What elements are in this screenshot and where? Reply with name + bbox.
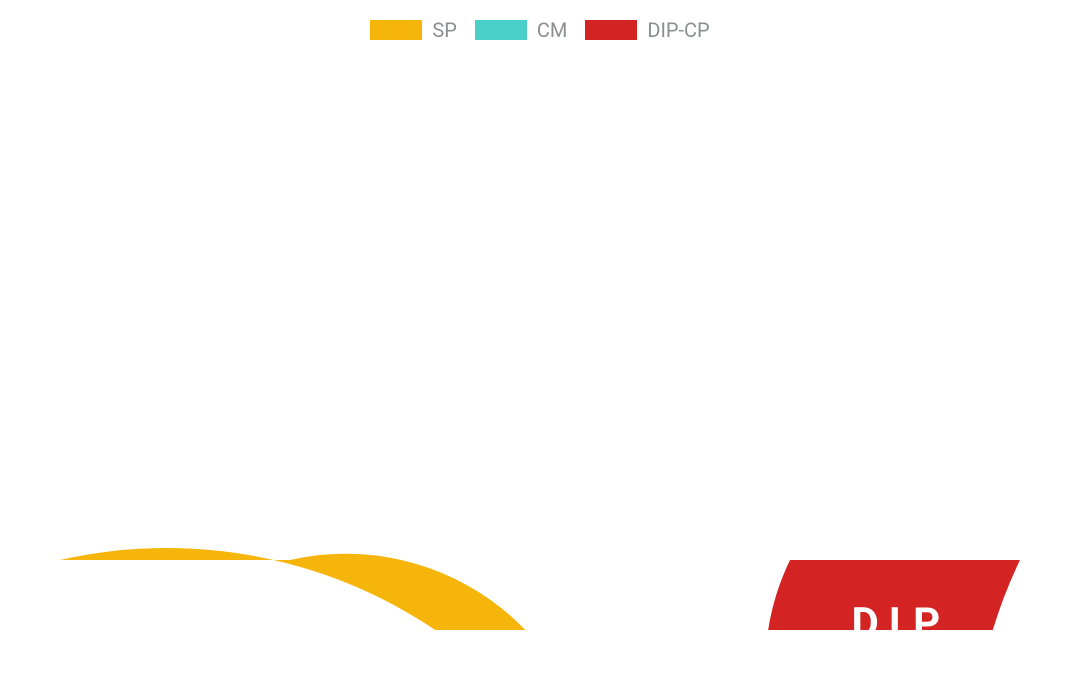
slice-dip: D.I.P 1: [765, 560, 1020, 630]
half-donut-chart: SOM-hi 4 JUNTS 2 D.I.P 1: [0, 70, 1080, 630]
legend-swatch-cm: [475, 20, 527, 40]
legend-item-dip: DIP-CP: [585, 18, 709, 42]
slice-sp: SOM-hi 4: [60, 548, 647, 630]
slice-dip-label-line1: D.I.P: [852, 599, 941, 630]
legend: SP CM DIP-CP: [0, 18, 1080, 42]
legend-label-cm: CM: [537, 18, 567, 42]
legend-item-sp: SP: [370, 18, 457, 42]
legend-swatch-dip: [585, 20, 637, 40]
slice-sp-path: [60, 548, 647, 630]
chart-container: SP CM DIP-CP SOM-hi 4 JUNTS 2 D.I.P 1: [0, 0, 1080, 675]
legend-item-cm: CM: [475, 18, 567, 42]
legend-label-dip: DIP-CP: [647, 18, 709, 42]
legend-swatch-sp: [370, 20, 422, 40]
legend-label-sp: SP: [432, 18, 457, 42]
